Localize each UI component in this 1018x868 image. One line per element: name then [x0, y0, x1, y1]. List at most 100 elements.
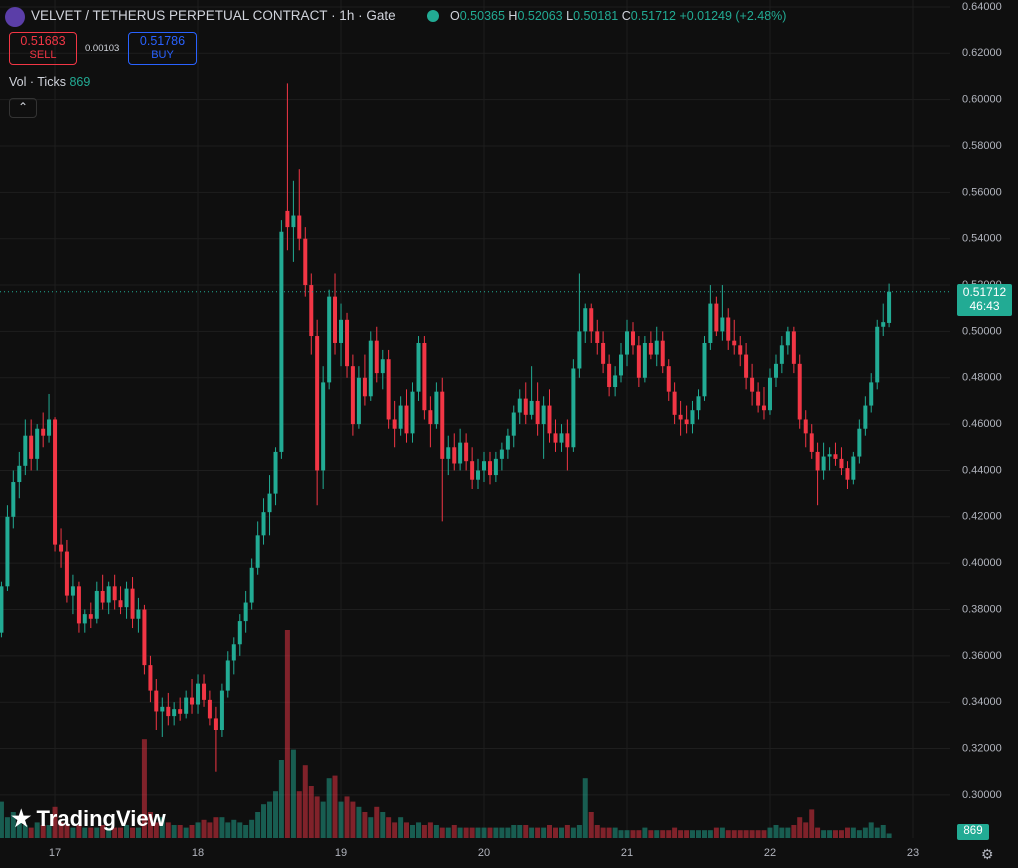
price-tag-value: 0.51712 — [962, 285, 1007, 299]
candle-body — [714, 303, 719, 332]
volume-bar — [0, 801, 4, 838]
volume-bar — [880, 825, 886, 838]
volume-bar — [410, 825, 416, 838]
ohlc-value: 0.50365 — [459, 9, 505, 23]
volume-bar — [630, 830, 636, 838]
candle-body — [672, 391, 677, 415]
sell-button[interactable]: 0.51683 SELL — [9, 32, 77, 65]
volume-bar — [636, 830, 642, 838]
volume-bar — [177, 825, 183, 838]
candle-body — [761, 405, 766, 411]
candle-body — [404, 405, 409, 434]
volume-bar — [868, 822, 874, 838]
volume-bar — [821, 830, 827, 838]
volume-bar — [302, 765, 308, 838]
volume-bar — [844, 827, 850, 838]
volume-bar — [237, 822, 243, 838]
candle-body — [809, 433, 814, 452]
candle-body — [0, 586, 4, 633]
volume-bar — [827, 830, 833, 838]
volume-bar — [660, 830, 666, 838]
candle-body — [690, 410, 695, 425]
volume-bar — [809, 809, 815, 838]
volume-bar — [135, 827, 141, 838]
volume-bar — [499, 827, 505, 838]
buy-label: BUY — [151, 49, 174, 61]
volume-bar — [201, 819, 207, 838]
volume-bar — [761, 830, 767, 838]
volume-bar — [213, 817, 219, 838]
candle-body — [595, 331, 600, 343]
volume-bar — [16, 822, 22, 838]
volume-bar — [338, 801, 344, 838]
volume-bar — [183, 827, 189, 838]
candle-body — [851, 456, 856, 480]
volume-bar — [368, 817, 374, 838]
y-tick-label: 0.46000 — [962, 418, 1002, 430]
buy-button[interactable]: 0.51786 BUY — [128, 32, 197, 65]
candle-body — [833, 454, 838, 459]
candle-body — [47, 419, 52, 436]
volume-bar — [386, 817, 392, 838]
y-tick-label: 0.48000 — [962, 372, 1002, 384]
volume-bar — [588, 812, 594, 838]
volume-bar — [171, 825, 177, 838]
candle-body — [827, 454, 832, 457]
volume-bar — [118, 827, 124, 838]
x-tick-label: 19 — [335, 847, 347, 859]
candle-body — [190, 697, 195, 705]
y-tick-label: 0.60000 — [962, 94, 1002, 106]
volume-bar — [546, 825, 552, 838]
candle-body — [565, 433, 570, 448]
settings-button[interactable]: ⚙ — [981, 846, 994, 862]
ohlc-label: O — [450, 9, 460, 23]
volume-bar — [94, 827, 100, 838]
volume-bar — [749, 830, 755, 838]
volume-bar — [374, 806, 380, 838]
candle-body — [684, 419, 689, 425]
candle-body — [511, 412, 516, 436]
ohlc-value: 0.50181 — [573, 9, 619, 23]
volume-bar — [576, 825, 582, 838]
price-tag: 0.51712 46:43 — [957, 284, 1012, 316]
candle-body — [744, 354, 749, 378]
volume-bar — [249, 819, 255, 838]
volume-bar — [356, 806, 362, 838]
candle-body — [11, 482, 16, 517]
candle-body — [225, 660, 230, 691]
volume-bar — [159, 817, 165, 838]
candle-body — [112, 586, 117, 601]
volume-bar — [320, 801, 326, 838]
candle-body — [261, 512, 266, 536]
candle-body — [601, 342, 606, 364]
volume-bar — [725, 830, 731, 838]
candle-body — [845, 468, 850, 480]
volume-bar — [582, 778, 588, 838]
ohlc-label: L — [566, 9, 574, 23]
candle-body — [35, 428, 40, 459]
y-tick-label: 0.42000 — [962, 511, 1002, 523]
candle-body — [726, 317, 731, 341]
volume-bar — [689, 830, 695, 838]
collapse-button[interactable]: ⌃ — [9, 98, 37, 118]
candle-body — [732, 340, 737, 346]
candle-body — [869, 382, 874, 406]
logo-text: TradingView — [36, 806, 166, 831]
candle-body — [309, 285, 314, 337]
volume-bar — [76, 825, 82, 838]
candle-body — [106, 586, 111, 603]
candle-body — [476, 470, 481, 480]
x-tick-label: 23 — [907, 847, 919, 859]
candle-body — [523, 398, 528, 415]
volume-bar — [350, 801, 356, 838]
candle-body — [416, 342, 421, 392]
candle-body — [17, 465, 22, 483]
candle-body — [738, 345, 743, 355]
buy-price: 0.51786 — [139, 34, 186, 48]
candle-body — [779, 345, 784, 364]
volume-bar — [255, 812, 261, 838]
candle-body — [136, 609, 141, 619]
volume-bar — [457, 827, 463, 838]
volume-bar — [326, 778, 332, 838]
candle-body — [720, 317, 725, 332]
